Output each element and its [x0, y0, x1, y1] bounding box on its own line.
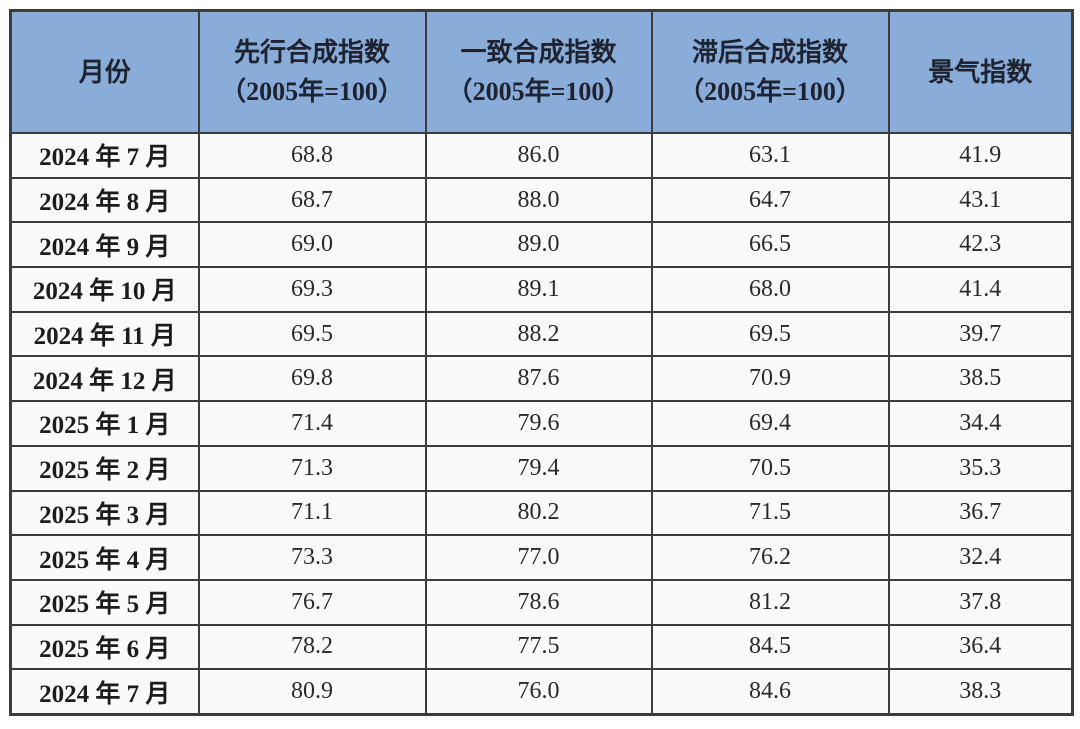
- column-header-lagging-label: 滞后合成指数: [691, 38, 848, 67]
- lagging-cell: 71.5: [650, 489, 890, 537]
- prosperity-cell: 32.4: [887, 534, 1074, 581]
- month-cell: 2025 年 1 月: [9, 400, 200, 447]
- month-cell: 2024 年 11 月: [9, 310, 200, 358]
- coincident-cell: 89.1: [424, 266, 653, 313]
- leading-cell: 76.7: [197, 578, 427, 626]
- lagging-cell: 81.2: [650, 578, 890, 626]
- leading-cell: 71.1: [197, 489, 427, 537]
- month-cell: 2024 年 10 月: [9, 266, 200, 313]
- coincident-cell: 79.4: [424, 444, 653, 492]
- leading-cell: 69.0: [197, 221, 427, 269]
- column-header-leading-index: 先行合成指数 （2005年=100）: [197, 9, 427, 134]
- prosperity-cell: 37.8: [887, 578, 1074, 626]
- prosperity-cell: 41.4: [887, 266, 1074, 313]
- lagging-cell: 76.2: [650, 534, 890, 581]
- prosperity-cell: 43.1: [887, 176, 1074, 224]
- coincident-cell: 78.6: [424, 578, 653, 626]
- month-cell: 2025 年 6 月: [9, 623, 200, 671]
- column-header-coincident-label: 一致合成指数: [460, 38, 617, 67]
- lagging-cell: 64.7: [650, 176, 890, 224]
- coincident-cell: 80.2: [424, 489, 653, 537]
- coincident-cell: 89.0: [424, 221, 653, 269]
- column-header-leading-label: 先行合成指数: [233, 38, 390, 67]
- lagging-cell: 84.6: [650, 668, 890, 716]
- lagging-cell: 84.5: [650, 623, 890, 671]
- prosperity-cell: 39.7: [887, 310, 1074, 358]
- leading-cell: 69.3: [197, 266, 427, 313]
- table-row: 2024 年 11 月 69.5 88.2 69.5 39.7: [9, 310, 1074, 358]
- coincident-cell: 87.6: [424, 355, 653, 403]
- leading-cell: 71.4: [197, 400, 427, 447]
- coincident-cell: 77.5: [424, 623, 653, 671]
- leading-cell: 69.5: [197, 310, 427, 358]
- lagging-cell: 63.1: [650, 132, 890, 179]
- month-cell: 2025 年 4 月: [9, 534, 200, 581]
- month-cell: 2024 年 12 月: [9, 355, 200, 403]
- month-cell: 2024 年 8 月: [9, 176, 200, 224]
- lagging-cell: 66.5: [650, 221, 890, 269]
- column-header-month-label: 月份: [78, 57, 131, 87]
- table-row: 2025 年 4 月 73.3 77.0 76.2 32.4: [9, 534, 1074, 581]
- header-row: 月份 先行合成指数 （2005年=100） 一致合成指数 （2005年=100）…: [9, 9, 1074, 134]
- leading-cell: 78.2: [197, 623, 427, 671]
- leading-cell: 68.8: [197, 132, 427, 179]
- table-row: 2025 年 6 月 78.2 77.5 84.5 36.4: [9, 623, 1074, 671]
- lagging-cell: 68.0: [650, 266, 890, 313]
- coincident-cell: 86.0: [424, 132, 653, 179]
- table-row: 2024 年 10 月 69.3 89.1 68.0 41.4: [9, 266, 1074, 313]
- table-row: 2025 年 3 月 71.1 80.2 71.5 36.7: [9, 489, 1074, 537]
- leading-cell: 68.7: [197, 176, 427, 224]
- lagging-cell: 70.5: [650, 444, 890, 492]
- prosperity-cell: 38.3: [887, 668, 1074, 716]
- prosperity-cell: 38.5: [887, 355, 1074, 403]
- table-row: 2025 年 5 月 76.7 78.6 81.2 37.8: [9, 578, 1074, 626]
- column-header-lagging-sub: （2005年=100）: [678, 77, 862, 106]
- month-cell: 2025 年 2 月: [9, 444, 200, 492]
- leading-cell: 80.9: [197, 668, 427, 716]
- lagging-cell: 69.4: [650, 400, 890, 447]
- table-row: 2024 年 7 月 80.9 76.0 84.6 38.3: [9, 668, 1074, 716]
- prosperity-cell: 41.9: [887, 132, 1074, 179]
- column-header-month: 月份: [9, 9, 200, 134]
- table-row: 2024 年 9 月 69.0 89.0 66.5 42.3: [9, 221, 1074, 269]
- table-row: 2024 年 12 月 69.8 87.6 70.9 38.5: [9, 355, 1074, 403]
- prosperity-cell: 34.4: [887, 400, 1074, 447]
- lagging-cell: 70.9: [650, 355, 890, 403]
- prosperity-cell: 36.4: [887, 623, 1074, 671]
- prosperity-cell: 42.3: [887, 221, 1074, 269]
- month-cell: 2024 年 7 月: [9, 132, 200, 179]
- column-header-lagging-index: 滞后合成指数 （2005年=100）: [650, 9, 890, 134]
- column-header-prosperity-label: 景气指数: [928, 57, 1033, 87]
- leading-cell: 69.8: [197, 355, 427, 403]
- coincident-cell: 88.2: [424, 310, 653, 358]
- coincident-cell: 77.0: [424, 534, 653, 581]
- leading-cell: 71.3: [197, 444, 427, 492]
- table-body: 2024 年 7 月 68.8 86.0 63.1 41.9 2024 年 8 月 68.7…: [9, 132, 1074, 716]
- lagging-cell: 69.5: [650, 310, 890, 358]
- month-cell: 2025 年 5 月: [9, 578, 200, 626]
- coincident-cell: 79.6: [424, 400, 653, 447]
- column-header-coincident-sub: （2005年=100）: [446, 77, 631, 106]
- month-cell: 2024 年 7 月: [9, 668, 200, 716]
- coincident-cell: 76.0: [424, 668, 653, 716]
- column-header-prosperity-index: 景气指数: [887, 9, 1074, 134]
- prosperity-cell: 36.7: [887, 489, 1074, 537]
- month-cell: 2024 年 9 月: [9, 221, 200, 269]
- prosperity-cell: 35.3: [887, 444, 1074, 492]
- month-cell: 2025 年 3 月: [9, 489, 200, 537]
- coincident-cell: 88.0: [424, 176, 653, 224]
- table-row: 2025 年 2 月 71.3 79.4 70.5 35.3: [9, 444, 1074, 492]
- leading-cell: 73.3: [197, 534, 427, 581]
- table-row: 2024 年 8 月 68.7 88.0 64.7 43.1: [9, 176, 1074, 224]
- column-header-coincident-index: 一致合成指数 （2005年=100）: [424, 9, 653, 134]
- composite-index-table: 月份 先行合成指数 （2005年=100） 一致合成指数 （2005年=100）…: [9, 9, 1074, 716]
- table-row: 2025 年 1 月 71.4 79.6 69.4 34.4: [9, 400, 1074, 447]
- table-row: 2024 年 7 月 68.8 86.0 63.1 41.9: [9, 132, 1074, 179]
- composite-index-table-wrap: 月份 先行合成指数 （2005年=100） 一致合成指数 （2005年=100）…: [9, 9, 1074, 716]
- column-header-leading-sub: （2005年=100）: [220, 77, 404, 106]
